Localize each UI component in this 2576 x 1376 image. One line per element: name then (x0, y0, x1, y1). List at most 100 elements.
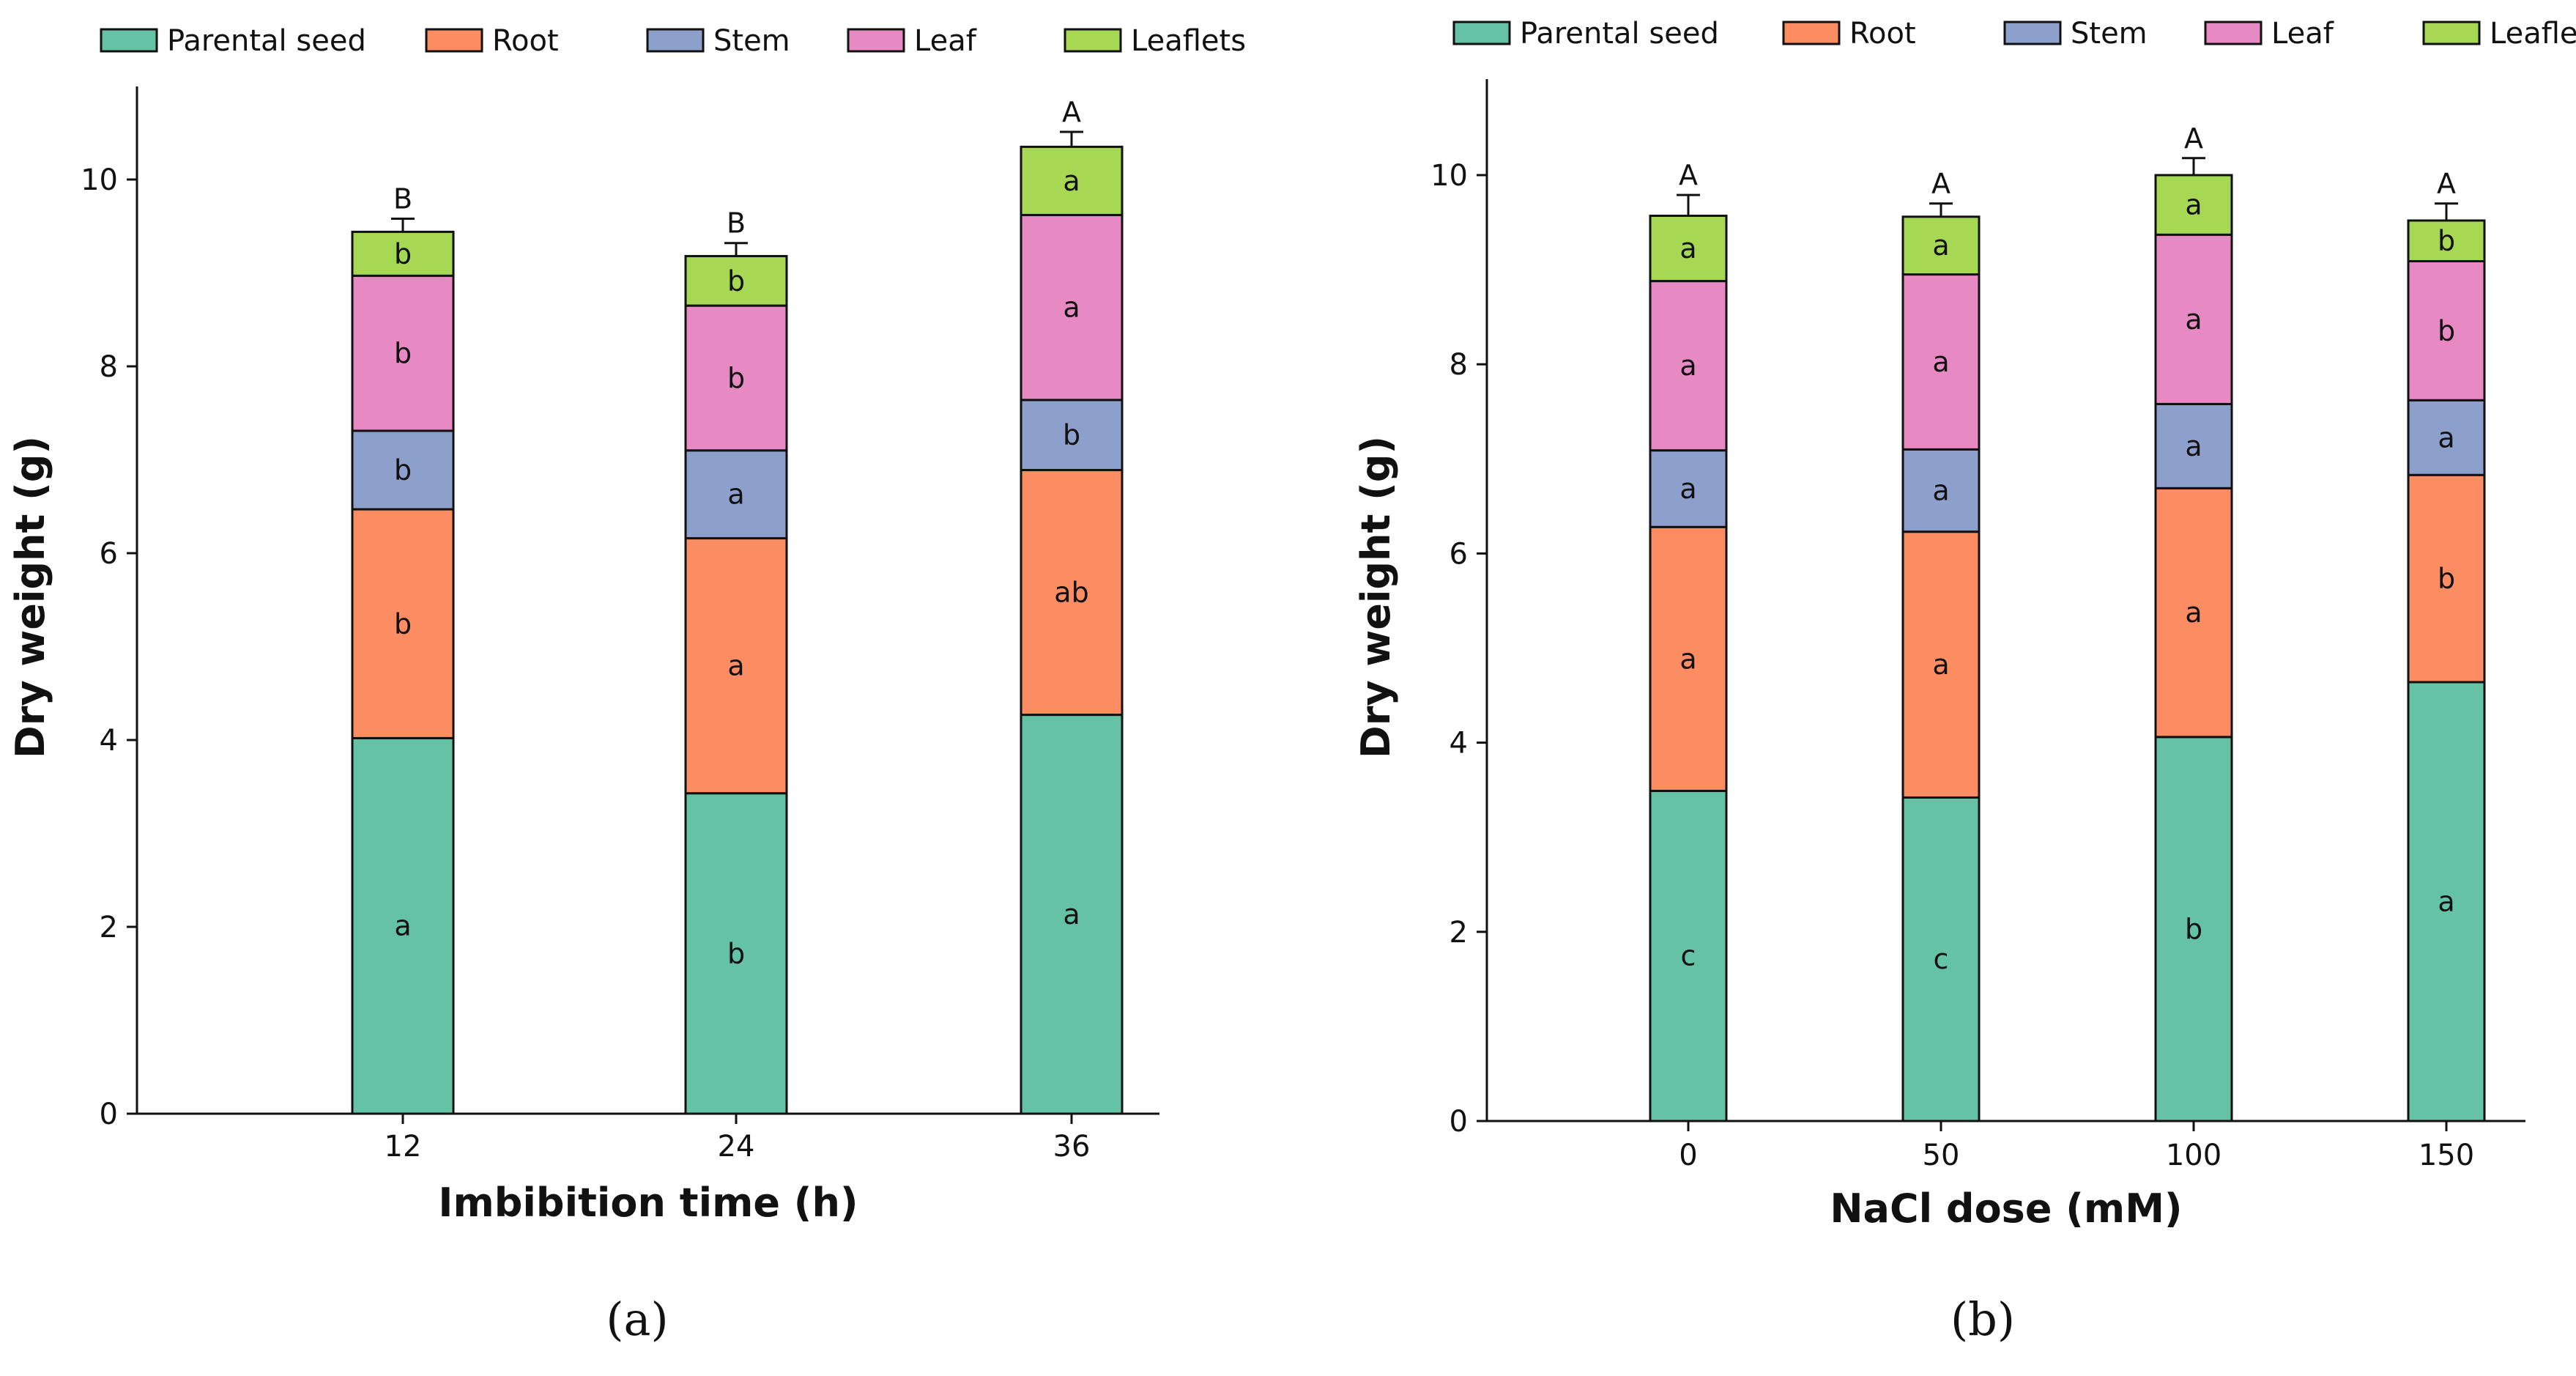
x-tick-label-a: 12 (385, 1130, 422, 1164)
total-significance-label: B (393, 183, 412, 215)
segment-letter-label: a (1679, 473, 1696, 505)
bar-segment-leaflets-100 (2154, 174, 2233, 236)
legend-label-leaflets: Leaflets (1131, 24, 1246, 58)
segment-letter-label: b (727, 362, 745, 394)
bar-segment-parental-seed-24 (684, 792, 788, 1115)
y-tick-label-b: 8 (1450, 348, 1468, 382)
segment-letter-label: a (394, 910, 411, 942)
bar-segment-root-36 (1020, 469, 1124, 717)
legend-label-parental-seed: Parental seed (1520, 17, 1719, 51)
segment-letter-label: b (2438, 563, 2455, 595)
segment-letter-label: a (727, 478, 744, 511)
legend-swatch-leaflets (1064, 28, 1122, 53)
bar-segment-leaflets-12 (351, 230, 455, 277)
legend-swatch-parental-seed (100, 28, 158, 53)
legend-swatch-root (425, 28, 483, 53)
y-axis-label-b: Dry weight (g) (1353, 436, 1399, 758)
y-tick-label-a: 6 (100, 537, 118, 571)
segment-letter-label: b (2185, 913, 2202, 945)
segment-letter-label: b (2438, 314, 2455, 347)
legend-swatch-parental-seed (1452, 21, 1511, 45)
segment-letter-label: b (394, 454, 412, 487)
segment-letter-label: b (1063, 419, 1080, 451)
segment-letter-label: b (394, 237, 412, 270)
x-tick-label-a: 24 (718, 1130, 755, 1164)
y-tick-label-a: 4 (100, 724, 118, 758)
bar-segment-root-0 (1649, 525, 1728, 792)
bar-segment-leaflets-50 (1901, 215, 1981, 276)
segment-letter-label: a (1063, 292, 1080, 324)
y-tick-label-a: 10 (81, 163, 118, 197)
total-significance-label: A (2437, 168, 2456, 200)
segment-letter-label: a (2185, 303, 2202, 336)
bar-segment-root-100 (2154, 487, 2233, 739)
segment-letter-label: a (1932, 229, 1949, 262)
bar-segment-stem-0 (1649, 449, 1728, 528)
segment-letter-label: b (394, 607, 412, 640)
y-tick-label-a: 8 (100, 350, 118, 384)
segment-letter-label: c (1681, 940, 1696, 972)
bar-segment-stem-100 (2154, 402, 2233, 489)
bar-segment-stem-36 (1020, 399, 1124, 472)
legend-swatch-root (1782, 21, 1841, 45)
bar-segment-leaflets-36 (1020, 145, 1124, 216)
legend-swatch-leaflets (2422, 21, 2481, 45)
bar-segment-leaflets-24 (684, 255, 788, 307)
bar-segment-leaflets-0 (1649, 215, 1728, 283)
total-significance-label: A (1062, 96, 1081, 128)
total-significance-label: A (1931, 168, 1950, 200)
segment-letter-label: b (727, 937, 745, 969)
x-tick-label-b: 100 (2166, 1139, 2221, 1172)
segment-letter-label: b (727, 265, 745, 297)
segment-letter-label: a (2185, 596, 2202, 629)
legend-swatch-leaf (847, 28, 905, 53)
segment-letter-label: a (727, 650, 744, 682)
y-tick-label-b: 10 (1430, 159, 1468, 193)
total-significance-label: A (2184, 122, 2203, 155)
segment-letter-label: a (2185, 189, 2202, 221)
x-tick-label-b: 50 (1923, 1139, 1960, 1172)
bar-segment-stem-150 (2407, 399, 2486, 476)
x-axis-label-a: Imbibition time (h) (438, 1180, 858, 1226)
bar-segment-leaf-150 (2407, 259, 2486, 402)
segment-letter-label: a (1679, 232, 1696, 265)
segment-letter-label: a (1932, 346, 1949, 378)
x-axis-label-b: NaCl dose (mM) (1830, 1185, 2182, 1232)
y-tick-label-a: 0 (100, 1098, 118, 1131)
segment-letter-label: c (1934, 943, 1949, 975)
legend-label-root: Root (492, 24, 559, 58)
y-tick-label-b: 4 (1450, 727, 1468, 761)
legend-swatch-stem (646, 28, 705, 53)
y-tick-label-b: 2 (1450, 916, 1468, 950)
segment-letter-label: b (2438, 225, 2455, 257)
legend-label-leaf: Leaf (2271, 17, 2334, 51)
bar-segment-parental-seed-0 (1649, 789, 1728, 1122)
segment-letter-label: a (1679, 643, 1696, 675)
segment-letter-label: ab (1054, 577, 1088, 609)
bar-segment-parental-seed-36 (1020, 714, 1124, 1115)
segment-letter-label: a (2185, 430, 2202, 462)
bar-segment-parental-seed-100 (2154, 736, 2233, 1122)
segment-letter-label: a (1063, 165, 1080, 197)
segment-letter-label: a (2438, 885, 2454, 917)
total-significance-label: B (727, 207, 746, 240)
panel-label-b: (b) (1950, 1292, 2015, 1346)
legend-label-leaf: Leaf (914, 24, 977, 58)
bar-segment-leaf-24 (684, 304, 788, 452)
bar-segment-parental-seed-12 (351, 736, 455, 1115)
bar-segment-parental-seed-150 (2407, 681, 2486, 1122)
legend-label-parental-seed: Parental seed (167, 24, 366, 58)
y-axis-label-a: Dry weight (g) (7, 436, 53, 758)
segment-letter-label: b (394, 337, 412, 369)
legend-label-stem: Stem (713, 24, 790, 58)
segment-letter-label: a (1063, 898, 1080, 931)
segment-letter-label: a (2438, 421, 2454, 454)
legend-label-leaflets: Leaflets (2490, 17, 2576, 51)
bar-segment-leaf-12 (351, 274, 455, 432)
segment-letter-label: a (1679, 349, 1696, 382)
bar-segment-stem-12 (351, 429, 455, 511)
x-tick-label-b: 150 (2419, 1139, 2474, 1172)
legend-swatch-leaf (2204, 21, 2263, 45)
